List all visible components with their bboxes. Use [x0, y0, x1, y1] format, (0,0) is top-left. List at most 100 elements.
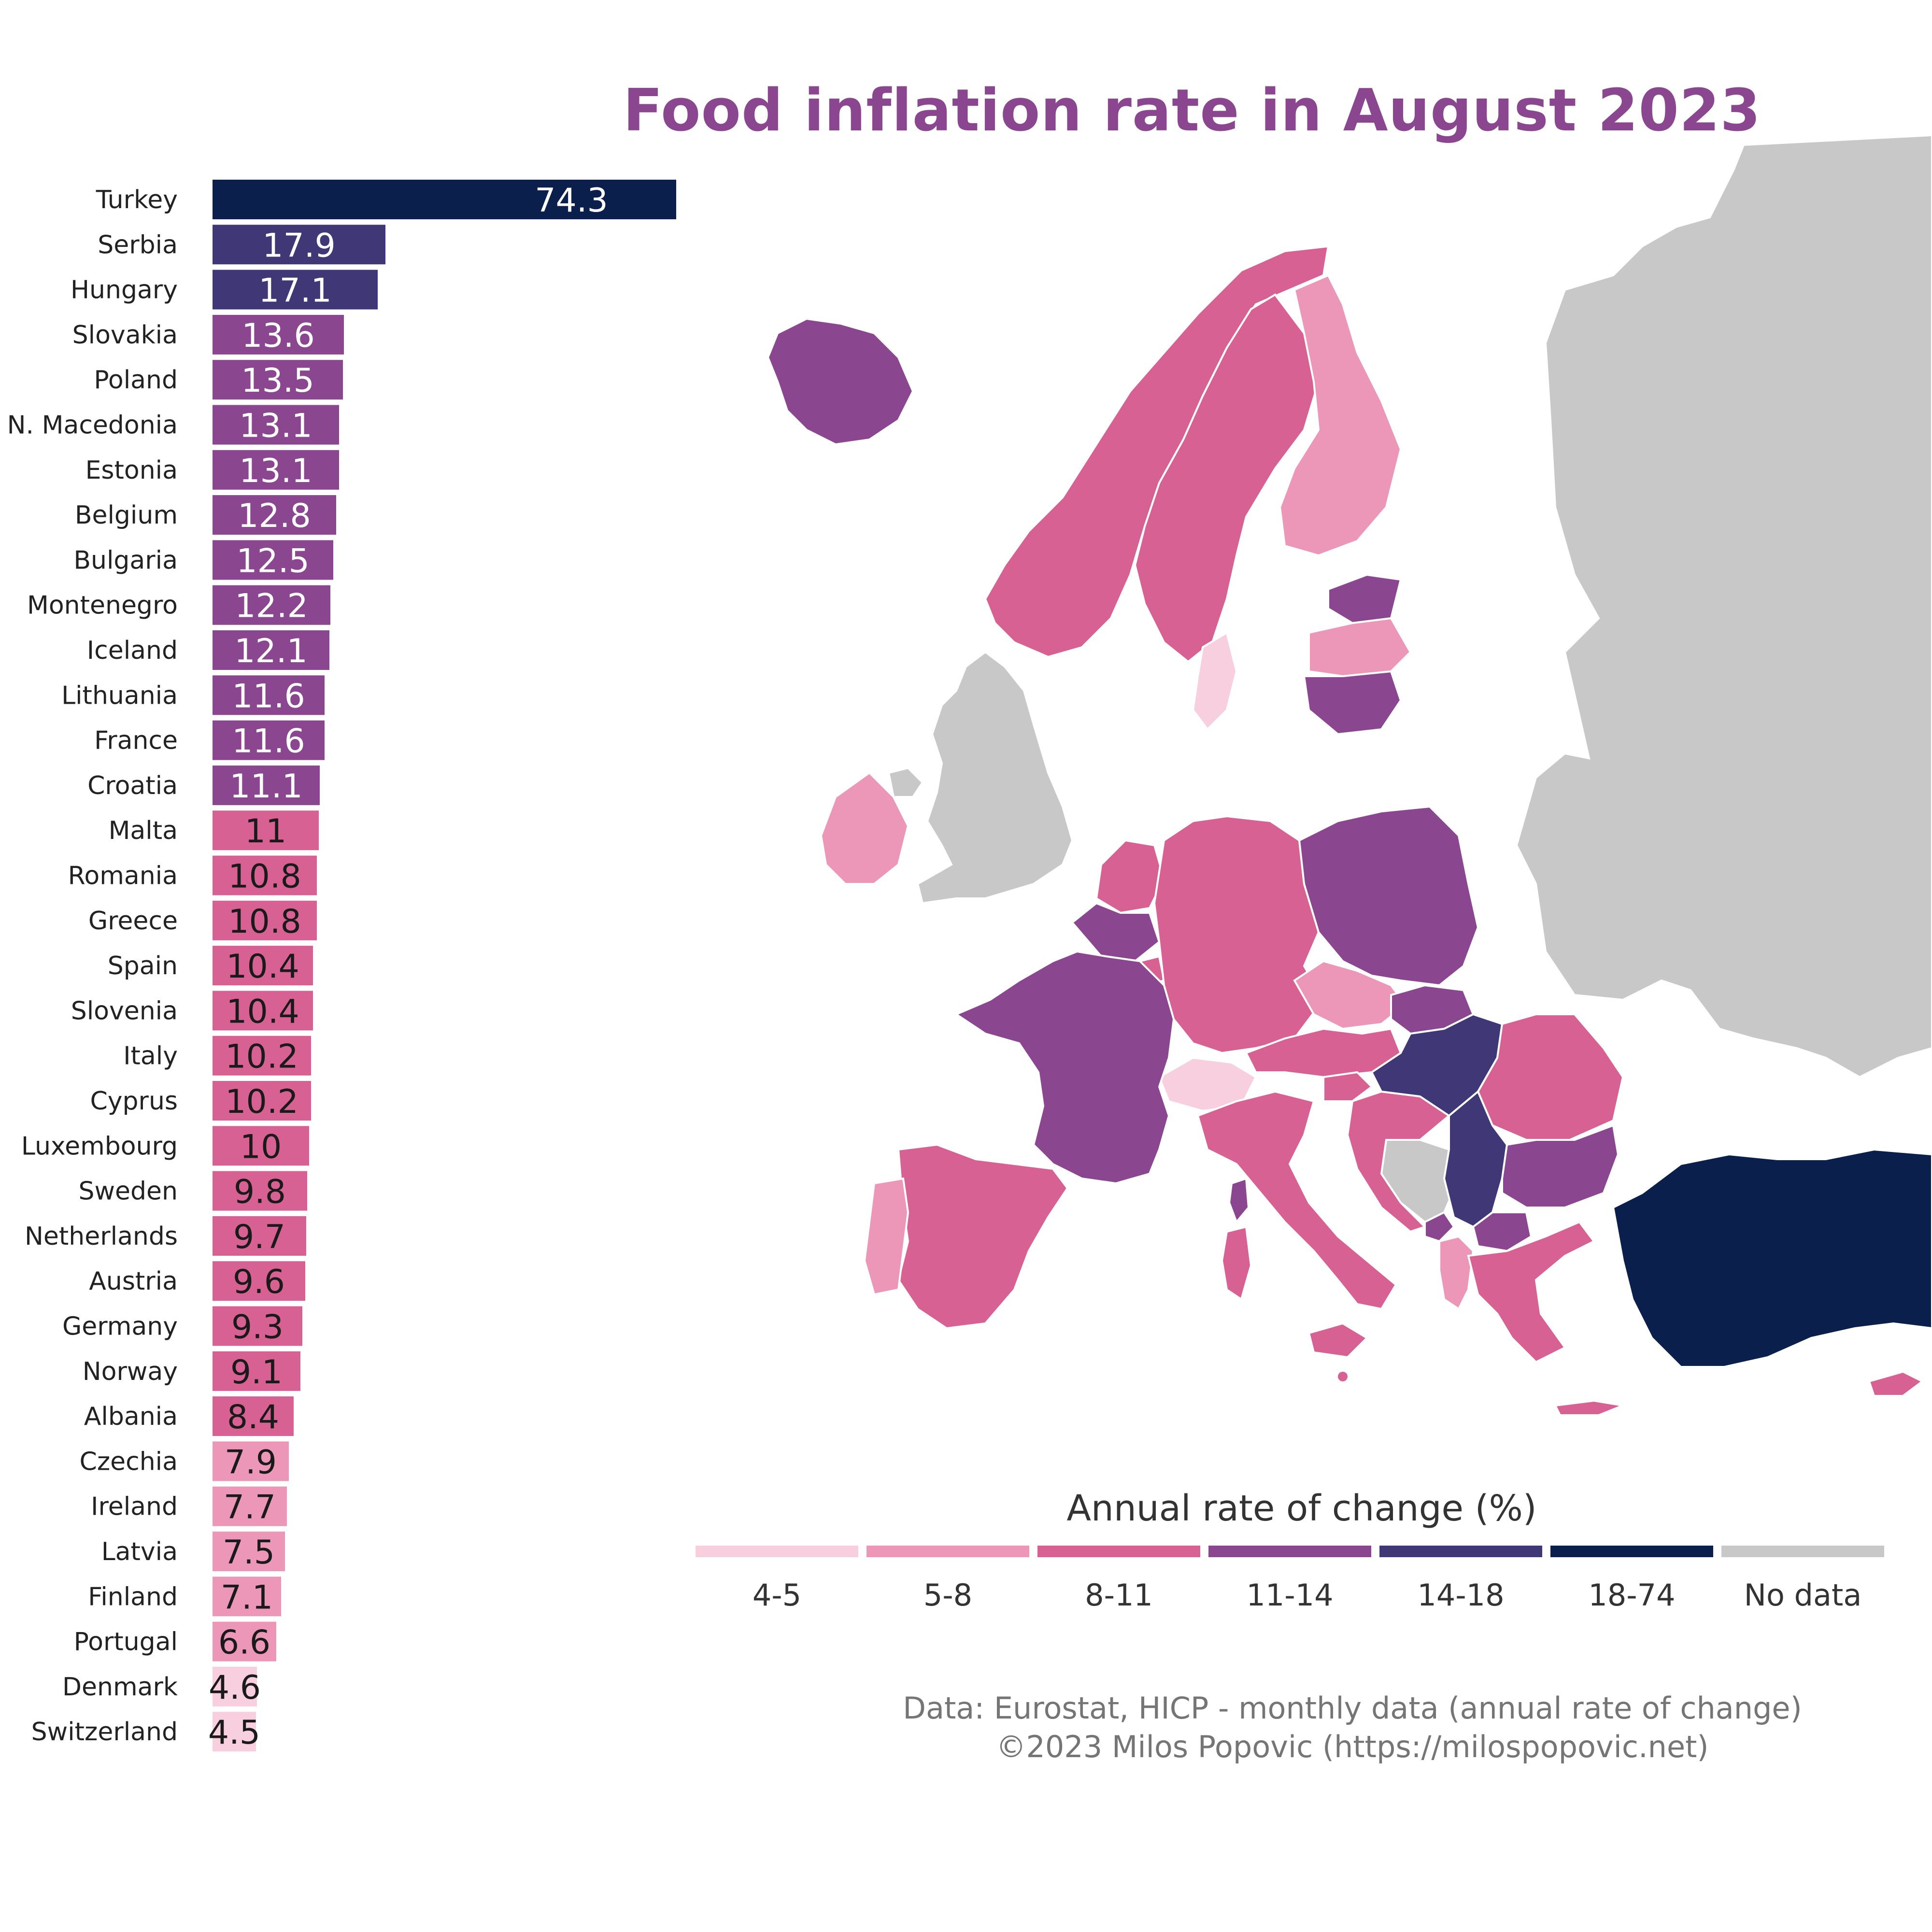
bar-value-label: 10.4	[226, 993, 299, 1031]
map-region-malta	[1338, 1372, 1348, 1381]
bar	[213, 314, 344, 355]
category-label: Spain	[108, 952, 178, 980]
map-region-sardinia	[1221, 1225, 1252, 1301]
category-label: Czechia	[80, 1447, 178, 1476]
bar-value-label: 9.6	[233, 1263, 285, 1301]
category-label: Estonia	[85, 456, 178, 485]
bar	[213, 1216, 306, 1256]
map-region-germany	[1153, 815, 1325, 1054]
category-label: Switzerland	[31, 1718, 178, 1747]
category-label: Slovenia	[71, 996, 178, 1025]
legend-swatch	[1550, 1546, 1713, 1557]
bar	[213, 1081, 311, 1121]
bar-value-label: 6.6	[218, 1624, 270, 1662]
legend-title: Annual rate of change (%)	[1066, 1488, 1537, 1529]
category-label: Latvia	[101, 1537, 178, 1566]
bar	[213, 946, 313, 986]
bar	[213, 405, 339, 445]
legend-item: No data	[1721, 1546, 1884, 1613]
bar-value-label: 7.9	[225, 1443, 277, 1481]
category-label: Ireland	[91, 1492, 178, 1521]
bar-value-label: 9.8	[234, 1173, 286, 1211]
legend-swatch	[867, 1546, 1029, 1557]
bar	[213, 991, 313, 1031]
bar-value-label: 10	[240, 1128, 282, 1166]
category-label: Belgium	[75, 501, 178, 530]
bar	[213, 765, 320, 805]
bar	[213, 855, 317, 895]
bar	[213, 1486, 287, 1526]
legend-label: 5-8	[923, 1577, 973, 1613]
map-region-north-macedonia	[1472, 1211, 1533, 1252]
bar	[213, 1712, 256, 1752]
map-region-spain	[897, 1143, 1069, 1330]
bar-value-label: 12.5	[236, 542, 309, 580]
legend-swatch	[1379, 1546, 1542, 1557]
bar	[213, 1036, 311, 1076]
bar	[213, 540, 333, 580]
europe-choropleth-map	[767, 134, 1932, 1416]
bar-value-label: 10.4	[226, 948, 299, 986]
bar	[213, 1261, 305, 1301]
bar	[213, 1171, 307, 1211]
legend-label: No data	[1744, 1577, 1862, 1613]
bar-value-label: 11.6	[232, 723, 305, 761]
map-region-montenegro	[1424, 1211, 1455, 1243]
bar-value-label: 9.3	[231, 1308, 284, 1347]
category-label: Germany	[62, 1312, 178, 1341]
map-region-iceland	[767, 317, 914, 446]
bar-value-label: 11	[245, 812, 287, 851]
category-label: Turkey	[96, 185, 178, 214]
bar	[213, 675, 325, 715]
category-label: Slovakia	[72, 321, 178, 350]
map-region-bulgaria	[1501, 1124, 1619, 1208]
bar-chart: Turkey 74.3 Serbia 17.9 Hungary 17.1 Slovakia 1…	[7, 180, 676, 1752]
map-region-ireland	[820, 771, 909, 885]
bar	[213, 270, 378, 310]
category-label: Norway	[83, 1357, 178, 1386]
map-region-northern-ireland-no-data	[887, 767, 924, 798]
bar	[213, 1126, 309, 1166]
map-region-albania	[1438, 1235, 1475, 1310]
map-region-turkey	[1612, 1148, 1932, 1368]
map-region-crete	[1553, 1399, 1627, 1416]
category-label: Lithuania	[61, 681, 178, 710]
bar-value-label: 12.1	[234, 632, 307, 670]
map-region-russia-no-data	[1515, 134, 1932, 1079]
map-region-italy	[1196, 1090, 1397, 1310]
category-label: France	[94, 726, 178, 755]
category-label: Netherlands	[25, 1222, 178, 1251]
bar-value-label: 12.2	[235, 587, 308, 625]
bar-value-label: 4.5	[208, 1714, 260, 1752]
bar-value-label: 10.8	[228, 858, 301, 896]
map-region-lithuania	[1303, 670, 1402, 736]
bar	[213, 630, 329, 670]
bar	[213, 810, 319, 851]
bar-value-label: 17.9	[262, 227, 335, 265]
legend-item: 11-14	[1208, 1546, 1371, 1613]
category-label: Finland	[88, 1582, 178, 1611]
bar-value-label: 13.1	[239, 407, 312, 445]
legend-item: 8-11	[1037, 1546, 1200, 1613]
legend-label: 18-74	[1588, 1577, 1676, 1613]
source-caption: Data: Eurostat, HICP - monthly data (ann…	[903, 1690, 1802, 1726]
legend-swatch	[696, 1546, 858, 1557]
bar-value-label: 9.1	[230, 1353, 283, 1392]
bar	[213, 225, 385, 265]
map-region-cyprus	[1868, 1370, 1924, 1397]
category-label: N. Macedonia	[7, 411, 178, 440]
legend-item: 5-8	[867, 1546, 1029, 1613]
bar	[213, 1666, 257, 1706]
category-label: Portugal	[74, 1628, 178, 1657]
map-region-finland	[1279, 274, 1402, 557]
category-label: Albania	[84, 1402, 178, 1431]
bar	[213, 495, 336, 535]
category-label: Poland	[94, 366, 178, 395]
chart-title: Food inflation rate in August 2023	[623, 77, 1761, 144]
bar	[213, 450, 339, 490]
bar	[213, 360, 343, 400]
category-label: Serbia	[98, 230, 178, 259]
bar	[213, 1441, 289, 1481]
category-label: Sweden	[79, 1177, 178, 1206]
